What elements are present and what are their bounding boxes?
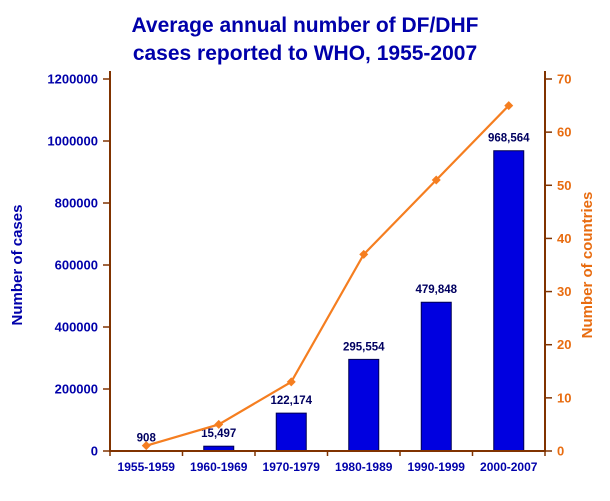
left-axis-tick-label: 400000 [55, 320, 98, 335]
right-axis-tick-label: 20 [557, 338, 571, 353]
chart-plot: 0 200000 400000 600000 800000 1000000 1200000 0… [9, 71, 596, 474]
line-marker [141, 441, 151, 451]
x-axis-label: 1955-1959 [118, 460, 176, 474]
x-axis-label: 1980-1989 [335, 460, 393, 474]
x-axis-label: 1990-1999 [408, 460, 466, 474]
line-marker [286, 377, 296, 387]
left-axis-tick-label: 200000 [55, 382, 98, 397]
bar-1990-1999 [420, 302, 452, 452]
bar-value-label: 479,848 [415, 285, 457, 297]
x-axis-label: 1970-1979 [263, 460, 321, 474]
right-axis-tick-label: 10 [557, 391, 571, 406]
line-marker [431, 175, 441, 185]
left-axis-tick-label: 1200000 [47, 72, 98, 87]
left-axis-title: Number of cases [9, 205, 26, 326]
chart-title: Average annual number of DF/DHF cases re… [0, 0, 610, 67]
left-axis-tick-label: 1000000 [47, 134, 98, 149]
line-marker [359, 250, 369, 260]
right-axis-tick-label: 50 [557, 178, 571, 193]
right-axis-tick-label: 60 [557, 125, 571, 140]
left-axis-tick-label: 0 [91, 444, 98, 459]
bar-value-label: 15,497 [201, 429, 236, 441]
left-axis-tick-label: 800000 [55, 196, 98, 211]
chart-title-line1: Average annual number of DF/DHF [131, 14, 479, 37]
countries-line [145, 105, 510, 448]
right-axis-title: Number of countries [579, 192, 596, 339]
right-axis-tick-label: 40 [557, 231, 571, 246]
line-marker [504, 101, 514, 111]
bar-2000-2007 [493, 150, 525, 452]
bar-1980-1989 [348, 359, 380, 452]
bar-1970-1979 [275, 413, 307, 452]
bar-value-label: 968,564 [488, 133, 530, 145]
x-axis-label: 1960-1969 [190, 460, 248, 474]
line-marker [214, 420, 224, 430]
bar-value-label: 908 [137, 433, 157, 445]
right-axis-tick-label: 0 [557, 444, 564, 459]
chart-title-line2: cases reported to WHO, 1955-2007 [132, 41, 478, 65]
x-axis-label: 2000-2007 [480, 460, 538, 474]
right-axis-tick-label: 30 [557, 285, 571, 300]
right-axis-tick-label: 70 [557, 72, 571, 87]
bar-value-label: 295,554 [343, 342, 385, 354]
bar-value-label: 122,174 [270, 396, 312, 408]
left-axis-tick-label: 600000 [55, 258, 98, 273]
